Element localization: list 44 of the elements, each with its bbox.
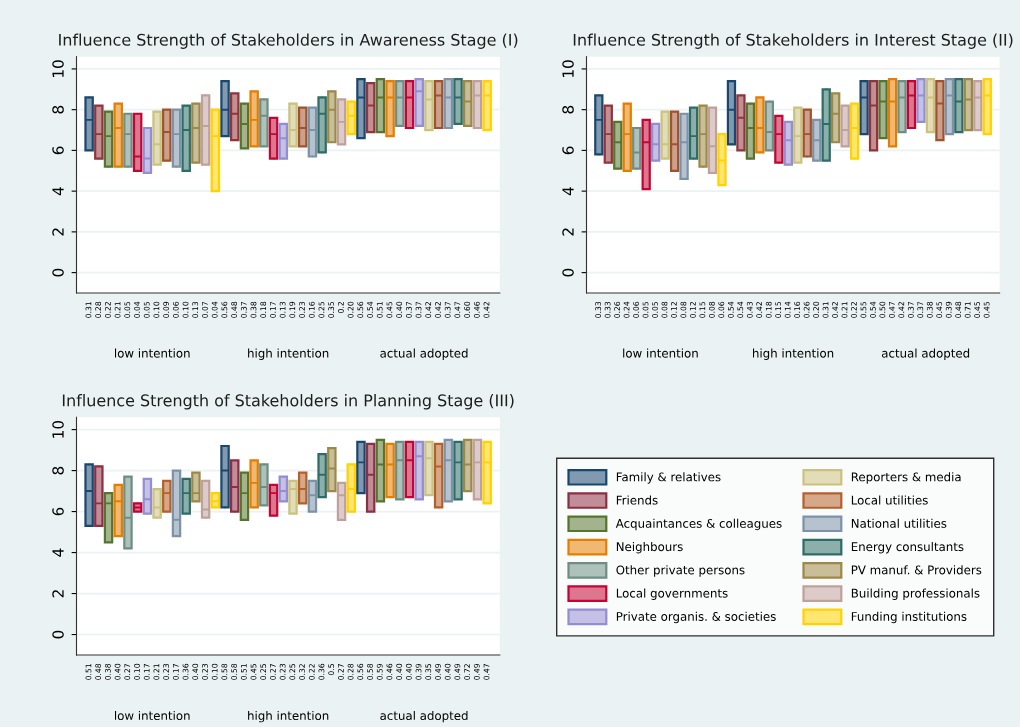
legend-label: Reporters & media [851,472,961,484]
y-tick-label: 0 [52,630,64,639]
chart-title: Influence Strength of Stakeholders in Awareness Stage (I) [59,33,518,49]
legend-label: Acquaintances & colleagues [615,518,782,531]
y-tick-label: 8 [52,466,64,475]
text: low intention [115,710,190,721]
y-tick-label: 6 [52,507,64,516]
text: high intention [248,710,329,723]
y-tick-label: 2 [562,228,574,236]
y-tick-label: 6 [52,146,64,155]
legend-label: Local utilities [851,495,928,505]
y-tick-label: 10 [52,420,64,438]
legend-label: Private organis. & societies [616,611,776,624]
text: actual adopted [380,710,468,723]
y-tick-label: 10 [562,60,574,77]
y-tick-label: 2 [52,228,64,236]
legend-label: Other private persons [616,565,745,577]
y-tick-label: 10 [52,60,64,77]
legend-label: Funding institutions [851,611,967,624]
y-tick-label: 4 [52,187,64,196]
text: high intention [248,348,329,360]
y-tick-label: 8 [562,105,574,114]
legend-label: PV manuf. & Providers [851,565,982,575]
y-tick-label: 8 [52,105,64,114]
y-tick-label: 2 [52,590,64,598]
text: actual adopted [881,348,970,360]
legend-label: Friends [616,495,658,505]
text: low intention [115,348,190,358]
y-tick-label: 0 [562,268,574,277]
legend-label: Building professionals [851,588,980,600]
y-tick-label: 4 [562,187,574,196]
chart-title: Influence Strength of Stakeholders in Interest Stage (II) [573,33,1013,49]
text: high intention [753,348,834,360]
legend-label: National utilities [851,518,947,528]
legend-label: Local governments [616,588,728,600]
legend-label: Neighbours [616,541,683,554]
text: low intention [623,348,698,358]
y-tick-label: 0 [52,268,64,277]
y-tick-label: 4 [52,548,64,557]
legend-label: Energy consultants [851,541,964,554]
y-tick-label: 6 [562,146,574,155]
legend-label: Family & relatives [616,472,721,484]
text: actual adopted [380,348,468,360]
chart-title: Influence Strength of Stakeholders in Planning Stage (III) [62,394,514,410]
